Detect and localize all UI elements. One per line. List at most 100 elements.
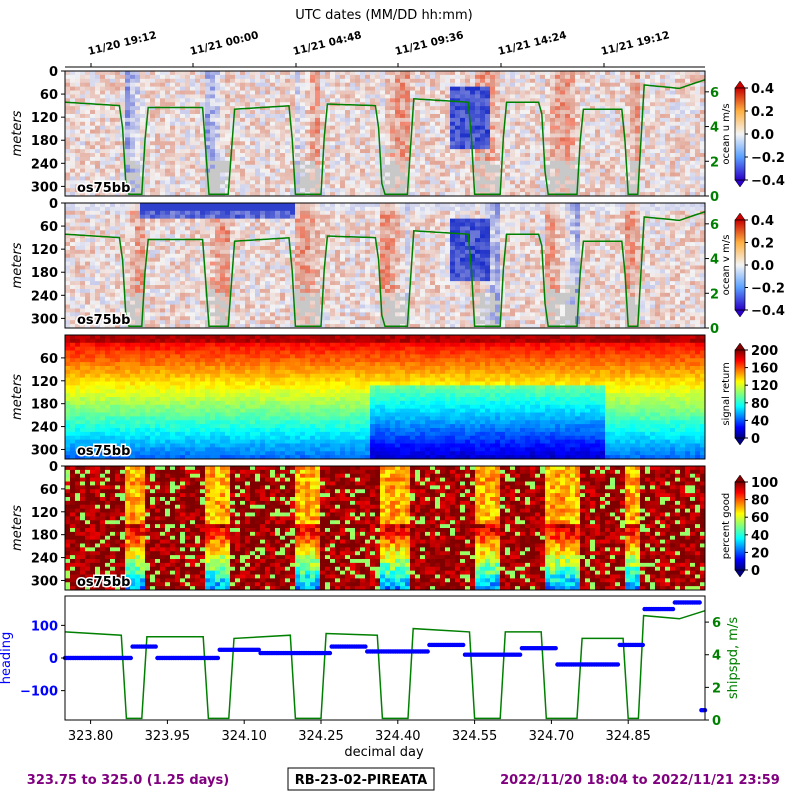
- heatmap-cell: [125, 156, 131, 162]
- heatmap-cell: [645, 153, 651, 158]
- heatmap-cell: [630, 184, 636, 189]
- heatmap-cell: [670, 98, 676, 103]
- heatmap-cell: [105, 129, 111, 134]
- heatmap-cell: [435, 188, 441, 193]
- heatmap-cell: [325, 149, 331, 154]
- heatmap-cell: [205, 117, 211, 123]
- heatmap-cell: [515, 176, 521, 181]
- heatmap-cell: [85, 102, 91, 107]
- heatmap-cell: [135, 160, 141, 166]
- heatmap-cell: [605, 129, 611, 134]
- heatmap-cell: [70, 156, 76, 162]
- heatmap-cell: [185, 308, 191, 313]
- heatmap-cell: [660, 78, 666, 84]
- heatmap-cell: [290, 106, 296, 111]
- heatmap-cell: [110, 149, 116, 154]
- heatmap-cell: [405, 141, 411, 146]
- heatmap-cell: [340, 141, 346, 146]
- heatmap-cell: [95, 265, 101, 270]
- heatmap-cell: [350, 117, 356, 123]
- heatmap-cell: [165, 203, 171, 208]
- heatmap-cell: [235, 164, 241, 170]
- heatmap-cell: [530, 106, 536, 111]
- heatmap-cell: [195, 168, 201, 174]
- heatmap-cell: [65, 78, 71, 84]
- heatmap-cell: [620, 164, 626, 170]
- heatmap-cell: [375, 86, 381, 92]
- heatmap-cell: [170, 245, 176, 251]
- heatmap-cell: [270, 156, 276, 162]
- heatmap-cell: [65, 242, 71, 247]
- heatmap-cell: [540, 180, 546, 185]
- heatmap-cell: [185, 257, 191, 263]
- heatmap-cell: [370, 125, 376, 131]
- heatmap-cell: [490, 117, 496, 123]
- heatmap-cell: [305, 176, 311, 181]
- heatmap-cell: [660, 172, 666, 177]
- heatmap-cell: [75, 214, 81, 220]
- heatmap-cell: [125, 192, 131, 196]
- heatmap-cell: [610, 71, 616, 76]
- heatmap-cell: [230, 192, 236, 196]
- heatmap-cell: [175, 172, 181, 177]
- heatmap-cell: [185, 184, 191, 189]
- top-tick-label: 11/20 19:12: [87, 29, 158, 58]
- heatmap-cell: [370, 110, 376, 115]
- heatmap-cell: [260, 129, 266, 134]
- heatmap-cell: [390, 145, 396, 150]
- heatmap-cell: [330, 153, 336, 158]
- heatmap-cell: [260, 164, 266, 170]
- heatmap-cell: [560, 141, 566, 146]
- heatmap-cell: [450, 113, 456, 119]
- heatmap-cell: [335, 113, 341, 119]
- heatmap-cell: [105, 203, 111, 208]
- heatmap-cell: [380, 86, 386, 92]
- heatmap-cell: [205, 145, 211, 150]
- heatmap-cell: [580, 149, 586, 154]
- heatmap-cell: [155, 320, 161, 325]
- heatmap-cell: [525, 82, 531, 88]
- heatmap-cell: [450, 176, 456, 181]
- heatmap-cell: [130, 98, 136, 103]
- heatmap-cell: [80, 273, 86, 278]
- heatmap-cell: [85, 145, 91, 150]
- heatmap-cell: [130, 277, 136, 282]
- heatmap-cell: [230, 156, 236, 162]
- heatmap-cell: [645, 172, 651, 177]
- heatmap-cell: [410, 125, 416, 131]
- heatmap-cell: [425, 168, 431, 174]
- heatmap-cell: [255, 102, 261, 107]
- heatmap-cell: [590, 90, 596, 95]
- heatmap-cell: [160, 90, 166, 95]
- heatmap-cell: [220, 164, 226, 170]
- heatmap-cell: [105, 206, 111, 212]
- heatmap-cell: [235, 121, 241, 127]
- heatmap-cell: [510, 133, 516, 138]
- heatmap-cell: [280, 82, 286, 88]
- heatmap-cell: [415, 192, 421, 196]
- heatmap-cell: [475, 184, 481, 189]
- heatmap-cell: [345, 125, 351, 131]
- heatmap-cell: [450, 153, 456, 158]
- heatmap-cell: [190, 230, 196, 235]
- heatmap-cell: [685, 117, 691, 123]
- heatmap-cell: [100, 106, 106, 111]
- heatmap-cell: [430, 156, 436, 162]
- heatmap-cell: [155, 180, 161, 185]
- heatmap-cell: [590, 188, 596, 193]
- heatmap-cell: [595, 188, 601, 193]
- heatmap-cell: [615, 86, 621, 92]
- heatmap-cell: [80, 164, 86, 170]
- heatmap-cell: [275, 78, 281, 84]
- heatmap-cell: [100, 273, 106, 278]
- heatmap-cell: [245, 172, 251, 177]
- heatmap-cell: [240, 86, 246, 92]
- heatmap-cell: [175, 249, 181, 255]
- heatmap-cell: [290, 168, 296, 174]
- heatmap-cell: [85, 210, 91, 216]
- heatmap-cell: [90, 184, 96, 189]
- heatmap-cell: [480, 86, 486, 92]
- heatmap-cell: [130, 117, 136, 123]
- heatmap-cell: [370, 74, 376, 80]
- heatmap-cell: [370, 121, 376, 127]
